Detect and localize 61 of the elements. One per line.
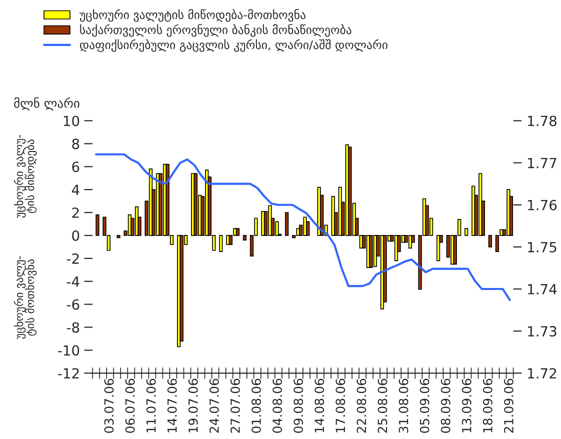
y2-tick-label: 1.74 [528, 284, 557, 294]
text: უცხოური ვალუ- ტის მიწოდება [14, 135, 37, 218]
x-tick-label: 08.09.06 [440, 378, 450, 433]
y-tick-label: -4 [66, 276, 80, 287]
legend-label: უცხოური ვალუტის მიწოდება-მოთხოვნა [79, 9, 306, 22]
y-tick-label: 6 [72, 162, 80, 172]
y-tick-label: 8 [72, 138, 80, 150]
y-tick-label: -2 [66, 253, 79, 264]
x-tick-label: 22.08.06 [356, 378, 366, 433]
bar [284, 212, 289, 236]
y-tick-label: -8 [66, 322, 80, 333]
y2-tick-label: 1.72 [528, 368, 556, 378]
x-tick-label: 06.07.06 [125, 378, 135, 433]
x-tick-label: 01.08.06 [252, 378, 261, 433]
y-tick-label: -12 [58, 368, 79, 378]
x-tick-label: 14.08.06 [314, 378, 324, 432]
x-tick-label: 25.08.06 [378, 378, 388, 433]
x-tick-label: 04.08.06 [272, 378, 282, 433]
x-tick-label: 14.07.06 [167, 378, 177, 432]
bar [116, 235, 120, 238]
y-tick-label: 0 [72, 230, 80, 241]
line-series [95, 153, 511, 301]
text: უცხოური ვალუ- ტის მოთხოვნა [14, 256, 37, 340]
bar [96, 214, 100, 236]
bar [369, 235, 373, 268]
x-tick-label: 11.07.06 [146, 378, 156, 432]
y2-tick-label: 1.78 [528, 116, 556, 126]
x-tick-label: 19.07.06 [188, 378, 198, 432]
y-tick-label: -6 [66, 299, 80, 310]
x-tick-label: 09.08.06 [294, 378, 304, 433]
legend-label: საქართველოს ეროვნული ბანკის მონაწილეობა [80, 24, 352, 37]
x-tick-label: 21.09.06 [504, 378, 514, 433]
x-tick-label: 17.08.06 [336, 378, 346, 432]
x-tick-label: 05.09.06 [420, 378, 430, 433]
bar [275, 221, 279, 236]
x-tick-label: 03.07.06 [104, 378, 114, 433]
legend-label: დაფიქსირებული გაცვლის კურსი, ლარი/აშშ დოლარი [80, 39, 388, 52]
bar [242, 235, 247, 240]
x-tick-label: 18.09.06 [482, 378, 492, 432]
y2-tick-label: 1.76 [528, 200, 557, 210]
y-tick-label: 2 [72, 207, 79, 218]
bar [464, 228, 468, 236]
x-tick-label: 31.08.06 [398, 378, 408, 433]
x-tick-label: 27.07.06 [230, 378, 240, 433]
y-tick-label: -10 [58, 345, 80, 356]
bar [236, 228, 240, 236]
x-tick-label: 13.09.06 [462, 378, 472, 432]
y-tick-label: 10 [64, 116, 80, 126]
bar [488, 235, 492, 248]
y-axis-title: მლნ ლარი [14, 97, 80, 111]
y2-tick-label: 1.77 [528, 158, 556, 168]
bar [303, 216, 307, 236]
y2-tick-label: 1.75 [528, 242, 556, 252]
bar [268, 205, 272, 236]
bar [436, 235, 440, 262]
bar [348, 146, 352, 236]
y2-tick-label: 1.73 [528, 326, 556, 337]
bar [219, 235, 223, 252]
bar [194, 173, 198, 236]
y-tick-label: 4 [72, 184, 80, 195]
x-tick-label: 24.07.06 [209, 378, 219, 433]
